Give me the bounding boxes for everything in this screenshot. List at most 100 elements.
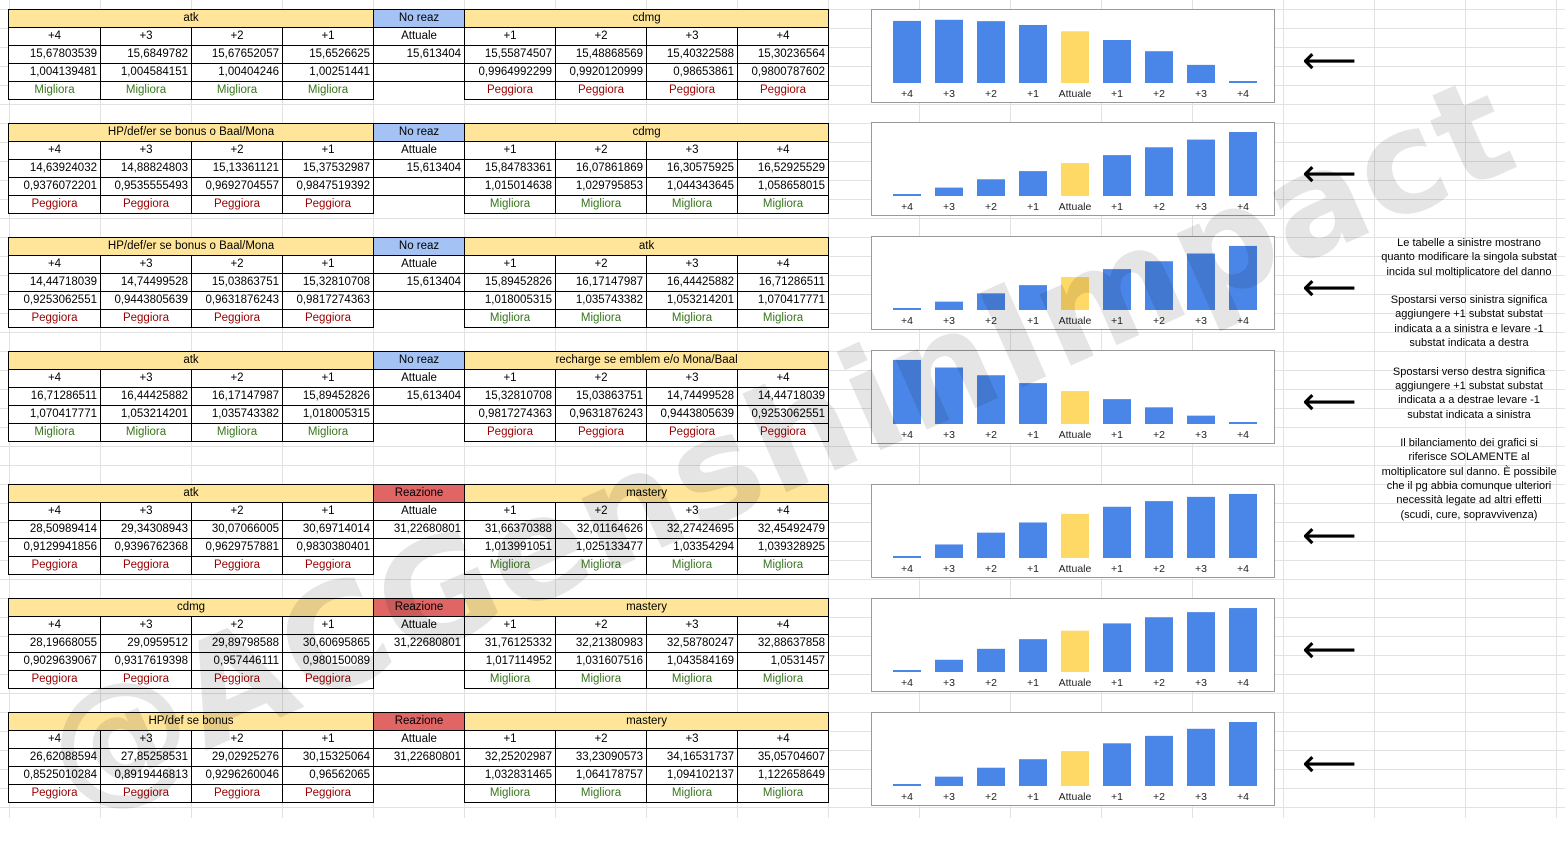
ratio-value-cell[interactable]: 1,053214201 (646, 291, 739, 310)
ratio-value-cell[interactable]: 1,070417771 (737, 291, 830, 310)
chart-bar[interactable] (1145, 617, 1173, 672)
ratio-value-cell[interactable]: 1,017114952 (464, 652, 556, 671)
chart-bar[interactable] (893, 194, 921, 196)
ratio-value-cell[interactable]: 1,044343645 (646, 177, 739, 196)
damage-value-cell[interactable]: 16,44425882 (646, 273, 739, 292)
current-bar[interactable] (1061, 277, 1089, 310)
damage-value-cell[interactable]: 14,74499528 (100, 273, 192, 292)
ratio-value-cell[interactable]: 0,9847519392 (281, 177, 375, 196)
verdict-cell[interactable]: Migliora (464, 670, 556, 689)
step-label-cell[interactable]: +3 (100, 730, 192, 749)
damage-value-cell[interactable]: 14,44718039 (8, 273, 101, 292)
center-status-header[interactable]: No reaz (373, 351, 466, 370)
ratio-value-cell[interactable]: 1,070417771 (8, 405, 101, 424)
verdict-cell[interactable]: Peggiora (8, 195, 101, 214)
ratio-value-cell[interactable]: 1,013991051 (464, 538, 557, 557)
chart-bar[interactable] (1229, 245, 1257, 310)
damage-value-cell[interactable]: 32,45492479 (737, 520, 830, 539)
damage-value-cell[interactable]: 15,37532987 (281, 159, 375, 178)
step-label-cell[interactable]: +3 (646, 141, 739, 160)
chart-bar[interactable] (1187, 415, 1215, 424)
step-label-cell[interactable]: +1 (282, 616, 374, 635)
verdict-cell[interactable]: Migliora (646, 309, 739, 328)
damage-value-cell[interactable]: 15,03863751 (191, 273, 283, 292)
right-stat-header[interactable]: atk (464, 237, 830, 256)
current-bar[interactable] (1061, 630, 1089, 672)
step-label-cell[interactable]: +2 (555, 369, 648, 388)
right-stat-header[interactable]: mastery (464, 712, 830, 731)
chart-bar[interactable] (893, 359, 921, 424)
bar-chart-1[interactable]: +4 +3 +2 +1 Attuale +1 +2 +3 +4 (871, 9, 1275, 103)
chart-bar[interactable] (1187, 728, 1215, 786)
step-label-cell[interactable]: +2 (191, 369, 283, 388)
ratio-value-cell[interactable]: 0,96562065 (281, 766, 375, 785)
damage-value-cell[interactable]: 27,85258531 (100, 748, 192, 767)
center-status-header[interactable]: Reazione (373, 598, 465, 617)
verdict-cell[interactable]: Migliora (464, 556, 557, 575)
chart-bar[interactable] (893, 308, 921, 310)
step-label-cell[interactable]: +2 (555, 616, 647, 635)
ratio-value-cell[interactable]: 1,015014638 (464, 177, 557, 196)
current-ratio-cell[interactable] (373, 652, 465, 671)
step-label-cell[interactable]: +3 (646, 255, 739, 274)
damage-value-cell[interactable]: 30,60695865 (282, 634, 374, 653)
damage-value-cell[interactable]: 16,71286511 (8, 387, 101, 406)
step-label-cell[interactable]: +3 (646, 502, 739, 521)
ratio-value-cell[interactable]: 0,8525010284 (8, 766, 101, 785)
left-stat-header[interactable]: atk (7, 9, 375, 28)
empty-cell[interactable] (373, 195, 466, 214)
step-label-cell[interactable]: +4 (737, 502, 830, 521)
current-damage-cell[interactable]: 15,613404 (373, 273, 466, 292)
current-bar[interactable] (1061, 751, 1089, 786)
verdict-cell[interactable]: Migliora (8, 423, 101, 442)
damage-value-cell[interactable]: 16,52925529 (737, 159, 830, 178)
step-label-cell[interactable]: +3 (646, 369, 739, 388)
chart-bar[interactable] (1145, 735, 1173, 786)
ratio-value-cell[interactable]: 1,00251441 (281, 63, 375, 82)
damage-value-cell[interactable]: 16,17147987 (191, 387, 283, 406)
verdict-cell[interactable]: Peggiora (646, 81, 739, 100)
ratio-value-cell[interactable]: 0,9376072201 (8, 177, 101, 196)
bar-chart-4[interactable]: +4 +3 +2 +1 Attuale +1 +2 +3 +4 (871, 350, 1275, 444)
chart-bar[interactable] (893, 784, 921, 786)
damage-value-cell[interactable]: 16,07861869 (555, 159, 648, 178)
ratio-value-cell[interactable]: 1,03354294 (646, 538, 739, 557)
left-stat-header[interactable]: HP/def/er se bonus o Baal/Mona (7, 123, 375, 142)
damage-value-cell[interactable]: 15,32810708 (281, 273, 375, 292)
verdict-cell[interactable]: Peggiora (464, 81, 557, 100)
current-label-cell[interactable]: Attuale (373, 369, 466, 388)
verdict-cell[interactable]: Migliora (555, 195, 648, 214)
ratio-value-cell[interactable]: 0,9129941856 (8, 538, 101, 557)
right-stat-header[interactable]: recharge se emblem e/o Mona/Baal (464, 351, 830, 370)
step-label-cell[interactable]: +3 (100, 141, 192, 160)
verdict-cell[interactable]: Peggiora (100, 309, 192, 328)
chart-bar[interactable] (1187, 139, 1215, 196)
damage-value-cell[interactable]: 16,71286511 (737, 273, 830, 292)
step-label-cell[interactable]: +2 (555, 502, 648, 521)
chart-bar[interactable] (893, 670, 921, 672)
ratio-value-cell[interactable]: 1,053214201 (100, 405, 192, 424)
verdict-cell[interactable]: Peggiora (8, 309, 101, 328)
chart-bar[interactable] (1145, 261, 1173, 310)
verdict-cell[interactable]: Peggiora (281, 784, 375, 803)
empty-cell[interactable] (373, 784, 466, 803)
ratio-value-cell[interactable]: 0,9296260046 (191, 766, 283, 785)
chart-bar[interactable] (1103, 623, 1131, 672)
damage-value-cell[interactable]: 31,66370388 (464, 520, 557, 539)
damage-value-cell[interactable]: 15,55874507 (464, 45, 557, 64)
damage-value-cell[interactable]: 32,88637858 (736, 634, 830, 653)
verdict-cell[interactable]: Migliora (191, 81, 283, 100)
verdict-cell[interactable]: Migliora (736, 670, 830, 689)
damage-value-cell[interactable]: 29,02925276 (191, 748, 283, 767)
current-ratio-cell[interactable] (373, 766, 466, 785)
ratio-value-cell[interactable]: 1,004139481 (8, 63, 101, 82)
current-bar[interactable] (1061, 31, 1089, 83)
step-label-cell[interactable]: +3 (100, 255, 192, 274)
ratio-value-cell[interactable]: 0,9029639067 (8, 652, 101, 671)
chart-bar[interactable] (935, 301, 963, 310)
damage-value-cell[interactable]: 26,62088594 (8, 748, 101, 767)
damage-value-cell[interactable]: 28,19668055 (8, 634, 101, 653)
step-label-cell[interactable]: +4 (8, 730, 101, 749)
verdict-cell[interactable]: Migliora (737, 556, 830, 575)
ratio-value-cell[interactable]: 0,980150089 (282, 652, 374, 671)
